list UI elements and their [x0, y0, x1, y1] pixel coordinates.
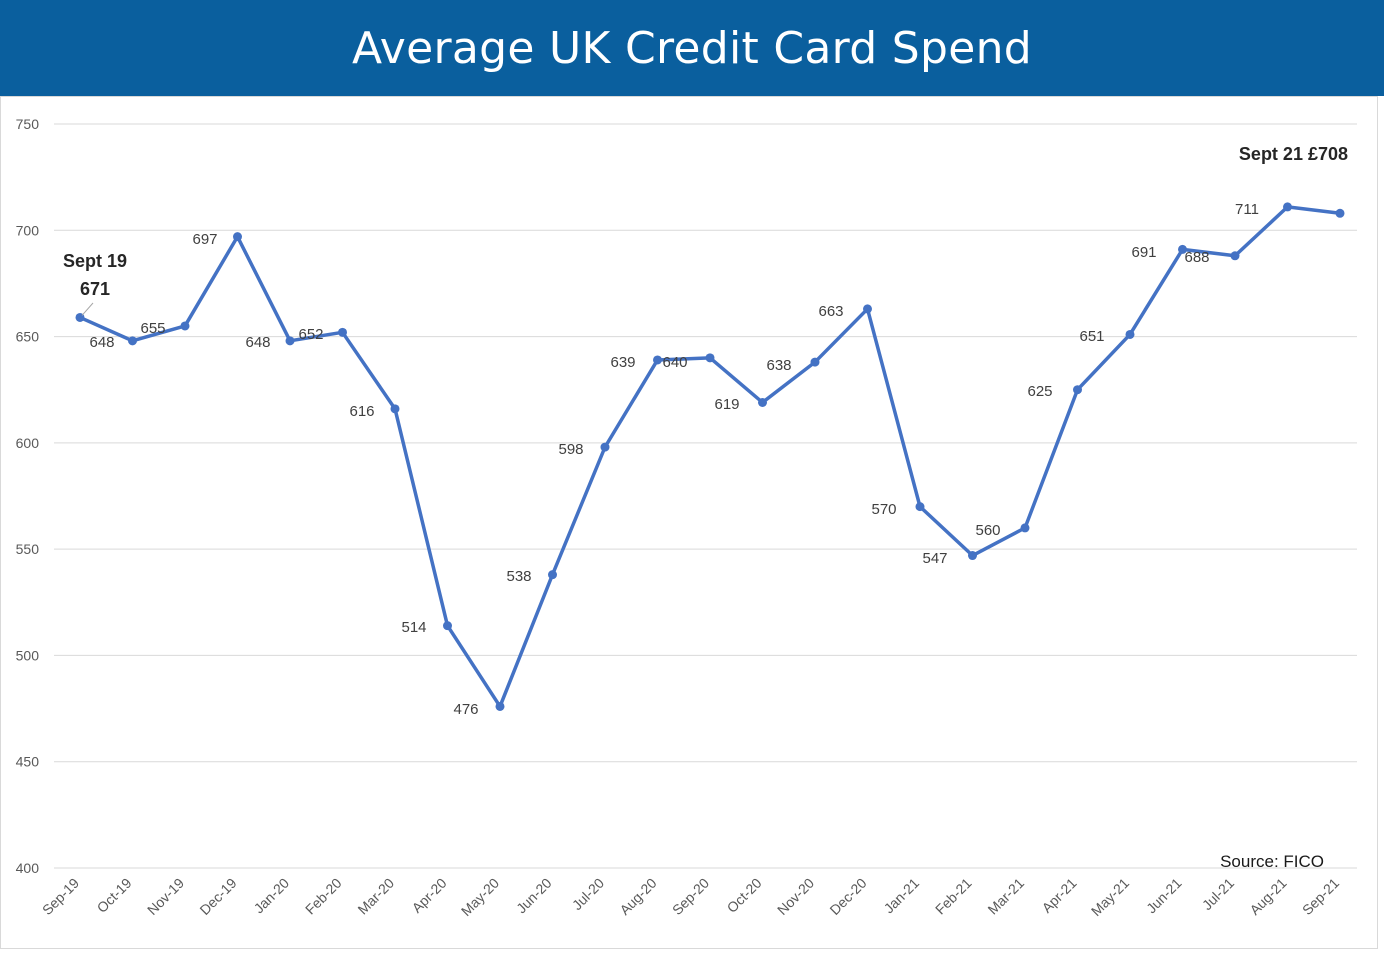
annotation-start-line2: 671 [80, 279, 110, 299]
x-tick-label: Sep-20 [669, 875, 712, 918]
data-point [600, 442, 610, 452]
y-tick-label: 600 [16, 435, 40, 451]
annotation-end: Sept 21 £708 [1239, 144, 1348, 164]
x-tick-label: Sep-19 [39, 875, 82, 918]
source-note: Source: FICO [1220, 852, 1324, 871]
x-tick-label: Dec-19 [196, 875, 239, 918]
data-point [128, 336, 137, 346]
y-tick-label: 650 [16, 329, 40, 345]
data-label: 652 [298, 326, 323, 343]
data-label: 638 [766, 357, 791, 374]
y-tick-label: 500 [16, 647, 40, 663]
x-tick-label: Oct-19 [94, 875, 135, 916]
x-tick-label: Apr-21 [1039, 875, 1080, 916]
x-tick-label: Feb-20 [302, 875, 345, 918]
x-tick-label: Mar-21 [984, 875, 1027, 918]
data-point [390, 404, 400, 414]
data-label: 625 [1027, 383, 1052, 400]
data-point [495, 701, 505, 711]
y-tick-label: 400 [16, 860, 40, 876]
data-point [705, 353, 715, 363]
data-point [758, 397, 767, 407]
annotation-start-line1: Sept 19 [63, 251, 127, 271]
data-point [863, 304, 872, 314]
y-tick-label: 450 [16, 754, 40, 770]
data-label: 514 [401, 619, 426, 636]
x-tick-label: Aug-21 [1246, 875, 1289, 918]
x-tick-label: Sep-21 [1299, 875, 1342, 918]
x-tick-label: Feb-21 [932, 875, 975, 918]
data-label: 570 [871, 501, 896, 518]
y-tick-label: 750 [16, 116, 40, 132]
x-tick-label: Jan-20 [251, 875, 293, 917]
data-label: 711 [1235, 201, 1259, 218]
data-label: 697 [192, 231, 217, 248]
data-point [1125, 329, 1135, 339]
data-label: 639 [610, 354, 635, 371]
x-axis: Sep-19 Oct-19 Nov-19 Dec-19 Jan-20 Feb-20 Mar-… [39, 875, 1342, 919]
data-label: 547 [922, 550, 947, 567]
x-tick-label: Nov-19 [144, 875, 187, 918]
data-label: 560 [975, 522, 1000, 539]
gridlines [54, 123, 1357, 869]
data-point [1283, 202, 1292, 212]
data-point [548, 570, 557, 580]
chart-frame [0, 96, 1378, 949]
data-label: 619 [714, 396, 739, 413]
x-tick-label: Mar-20 [354, 875, 397, 918]
data-labels: 648 655 697 648 652 616 514 476 538 598 639 640 619 6… [89, 201, 1258, 718]
x-tick-label: Dec-20 [826, 875, 869, 918]
series-line [79, 205, 1341, 709]
data-label: 688 [1184, 249, 1209, 266]
x-tick-label: Jun-20 [513, 875, 555, 917]
data-point [338, 327, 347, 337]
data-label: 648 [89, 334, 114, 351]
data-label: 476 [453, 701, 478, 718]
data-point [1335, 208, 1345, 218]
x-tick-label: Jul-21 [1199, 875, 1237, 913]
x-tick-label: Apr-20 [409, 875, 450, 916]
annotation-leader-line [81, 302, 94, 316]
data-label: 651 [1079, 328, 1104, 345]
y-axis: 400 450 500 550 600 650 700 750 [16, 116, 40, 876]
data-label: 640 [662, 354, 687, 371]
x-tick-label: Oct-20 [724, 875, 765, 916]
x-tick-label: May-20 [458, 875, 502, 919]
data-point [653, 355, 662, 365]
data-point [1178, 244, 1187, 254]
x-tick-label: Jul-20 [569, 875, 607, 913]
data-point [968, 551, 977, 561]
data-point [285, 336, 295, 346]
x-tick-label: Jun-21 [1143, 875, 1185, 917]
data-point [443, 621, 452, 631]
data-point [1230, 251, 1240, 261]
data-point [915, 502, 925, 512]
data-points [75, 202, 1345, 711]
chart-title: Average UK Credit Card Spend [351, 22, 1033, 74]
data-point [810, 357, 820, 367]
y-tick-label: 700 [16, 222, 40, 238]
data-point [233, 232, 242, 242]
x-tick-label: Nov-20 [774, 875, 817, 918]
data-label: 648 [245, 334, 270, 351]
data-label: 598 [558, 441, 583, 458]
y-tick-label: 550 [16, 541, 40, 557]
title-bar: Average UK Credit Card Spend [0, 0, 1384, 96]
data-label: 616 [349, 403, 374, 420]
data-label: 663 [818, 303, 843, 320]
x-tick-label: Aug-20 [616, 875, 659, 918]
data-point [180, 321, 190, 331]
data-point [1073, 385, 1082, 395]
data-label: 655 [140, 320, 165, 337]
x-tick-label: Jan-21 [881, 875, 923, 917]
data-label: 538 [506, 568, 531, 585]
data-label: 691 [1131, 244, 1156, 261]
x-tick-label: May-21 [1088, 875, 1132, 919]
data-point [1020, 523, 1030, 533]
